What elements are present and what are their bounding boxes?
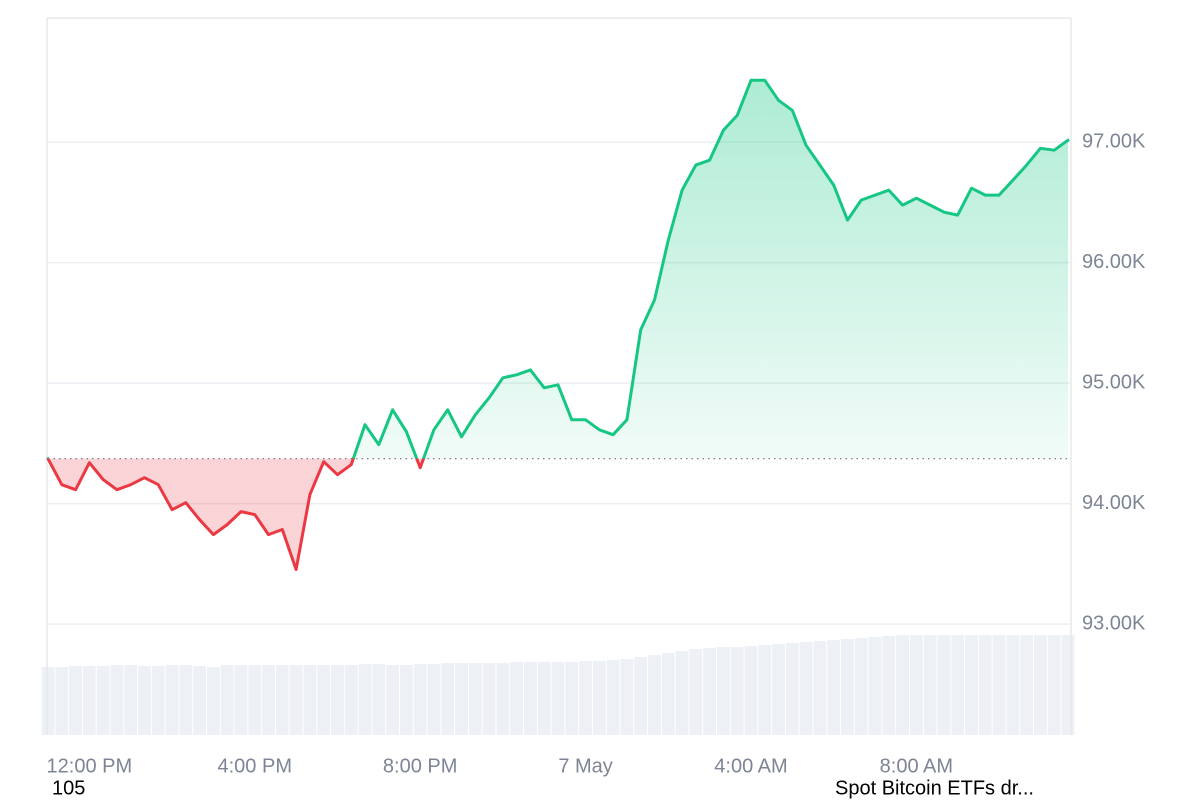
volume-bar [41, 667, 55, 735]
y-tick-label: 93.00K [1082, 612, 1146, 634]
volume-bar [510, 662, 524, 735]
volume-bar [220, 665, 234, 735]
y-tick-label: 96.00K [1082, 251, 1146, 273]
volume-bar [69, 666, 82, 735]
volume-bar [468, 663, 482, 735]
volume-bar [730, 647, 744, 735]
volume-bar [179, 665, 193, 735]
volume-bar [413, 664, 427, 735]
volume-bar [703, 648, 717, 735]
volume-bar [358, 664, 372, 735]
volume-bar [661, 653, 675, 735]
volume-bar [634, 657, 648, 735]
volume-bar [951, 635, 965, 735]
news-note: Spot Bitcoin ETFs dr... [835, 777, 1034, 799]
volume-bar [758, 645, 772, 735]
volume-bar [565, 662, 579, 735]
volume-bar [82, 666, 96, 735]
volume-bar [1020, 635, 1034, 735]
price-line [46, 78, 1070, 571]
volume-bar [482, 663, 496, 735]
volume-bar [992, 635, 1006, 735]
volume-bar [55, 667, 69, 735]
volume-bar [193, 666, 207, 735]
x-tick-label: 8:00 PM [383, 755, 457, 777]
volume-bar [785, 643, 799, 735]
volume-bar [882, 636, 896, 735]
y-tick-label: 95.00K [1082, 371, 1146, 393]
volume-bar [579, 661, 592, 735]
volume-bar [1034, 635, 1047, 735]
volume-bar [386, 665, 399, 735]
volume-bar [234, 665, 248, 735]
volume-bar [207, 667, 220, 735]
volume-bar [592, 661, 606, 735]
x-tick-label: 4:00 AM [714, 755, 787, 777]
volume-bar [1047, 635, 1061, 735]
volume-bar [96, 666, 110, 735]
volume-bar [248, 665, 262, 735]
volume-bar [868, 637, 882, 735]
volume-layer [41, 635, 1075, 735]
volume-bar [772, 644, 785, 735]
plot-layer [46, 78, 1070, 571]
volume-bar [978, 635, 992, 735]
x-tick-label: 4:00 PM [218, 755, 292, 777]
volume-bar [1061, 635, 1075, 735]
volume-bar [896, 635, 909, 735]
volume-bar [138, 666, 151, 735]
volume-bar [675, 651, 689, 735]
volume-bar [813, 641, 827, 735]
volume-bar [606, 660, 620, 735]
volume-bar [399, 665, 413, 735]
volume-bar [620, 659, 634, 735]
volume-bar [1006, 635, 1020, 735]
volume-bar [151, 666, 165, 735]
volume-bar [344, 665, 358, 735]
volume-bar [303, 665, 317, 735]
volume-bar [923, 635, 937, 735]
volume-bar [965, 635, 978, 735]
volume-bar [689, 649, 703, 735]
volume-bar [909, 635, 923, 735]
x-tick-label: 7 May [558, 755, 612, 777]
volume-bar [854, 638, 868, 735]
volume-bar [717, 647, 730, 735]
volume-bar [262, 665, 275, 735]
volume-bar [275, 665, 289, 735]
volume-bar [841, 639, 854, 735]
volume-bar [331, 665, 344, 735]
x-tick-label: 12:00 PM [47, 755, 133, 777]
volume-bar [124, 665, 138, 735]
volume-bar [289, 665, 303, 735]
y-tick-label: 94.00K [1082, 492, 1146, 514]
volume-bar [799, 642, 813, 735]
volume-bar [110, 665, 124, 735]
volume-bar [165, 665, 179, 735]
volume-bar [427, 664, 441, 735]
volume-bar [551, 662, 565, 735]
price-area [48, 80, 1068, 570]
volume-bar [827, 640, 841, 735]
y-tick-label: 97.00K [1082, 130, 1146, 152]
volume-bar [537, 662, 551, 735]
volume-bar [744, 646, 758, 735]
volume-bar [648, 655, 661, 735]
volume-bar [372, 664, 386, 735]
volume-bar [455, 663, 468, 735]
volume-bar [317, 665, 331, 735]
x-tick-label: 8:00 AM [880, 755, 953, 777]
volume-note: 105 [52, 777, 85, 799]
grid-layer: 93.00K 94.00K 95.00K 96.00K 97.00K 12:00 PM 4:… [47, 130, 1147, 777]
volume-bar [496, 663, 510, 735]
volume-bar [441, 663, 455, 735]
volume-bar [937, 635, 951, 735]
volume-bar [524, 662, 537, 735]
